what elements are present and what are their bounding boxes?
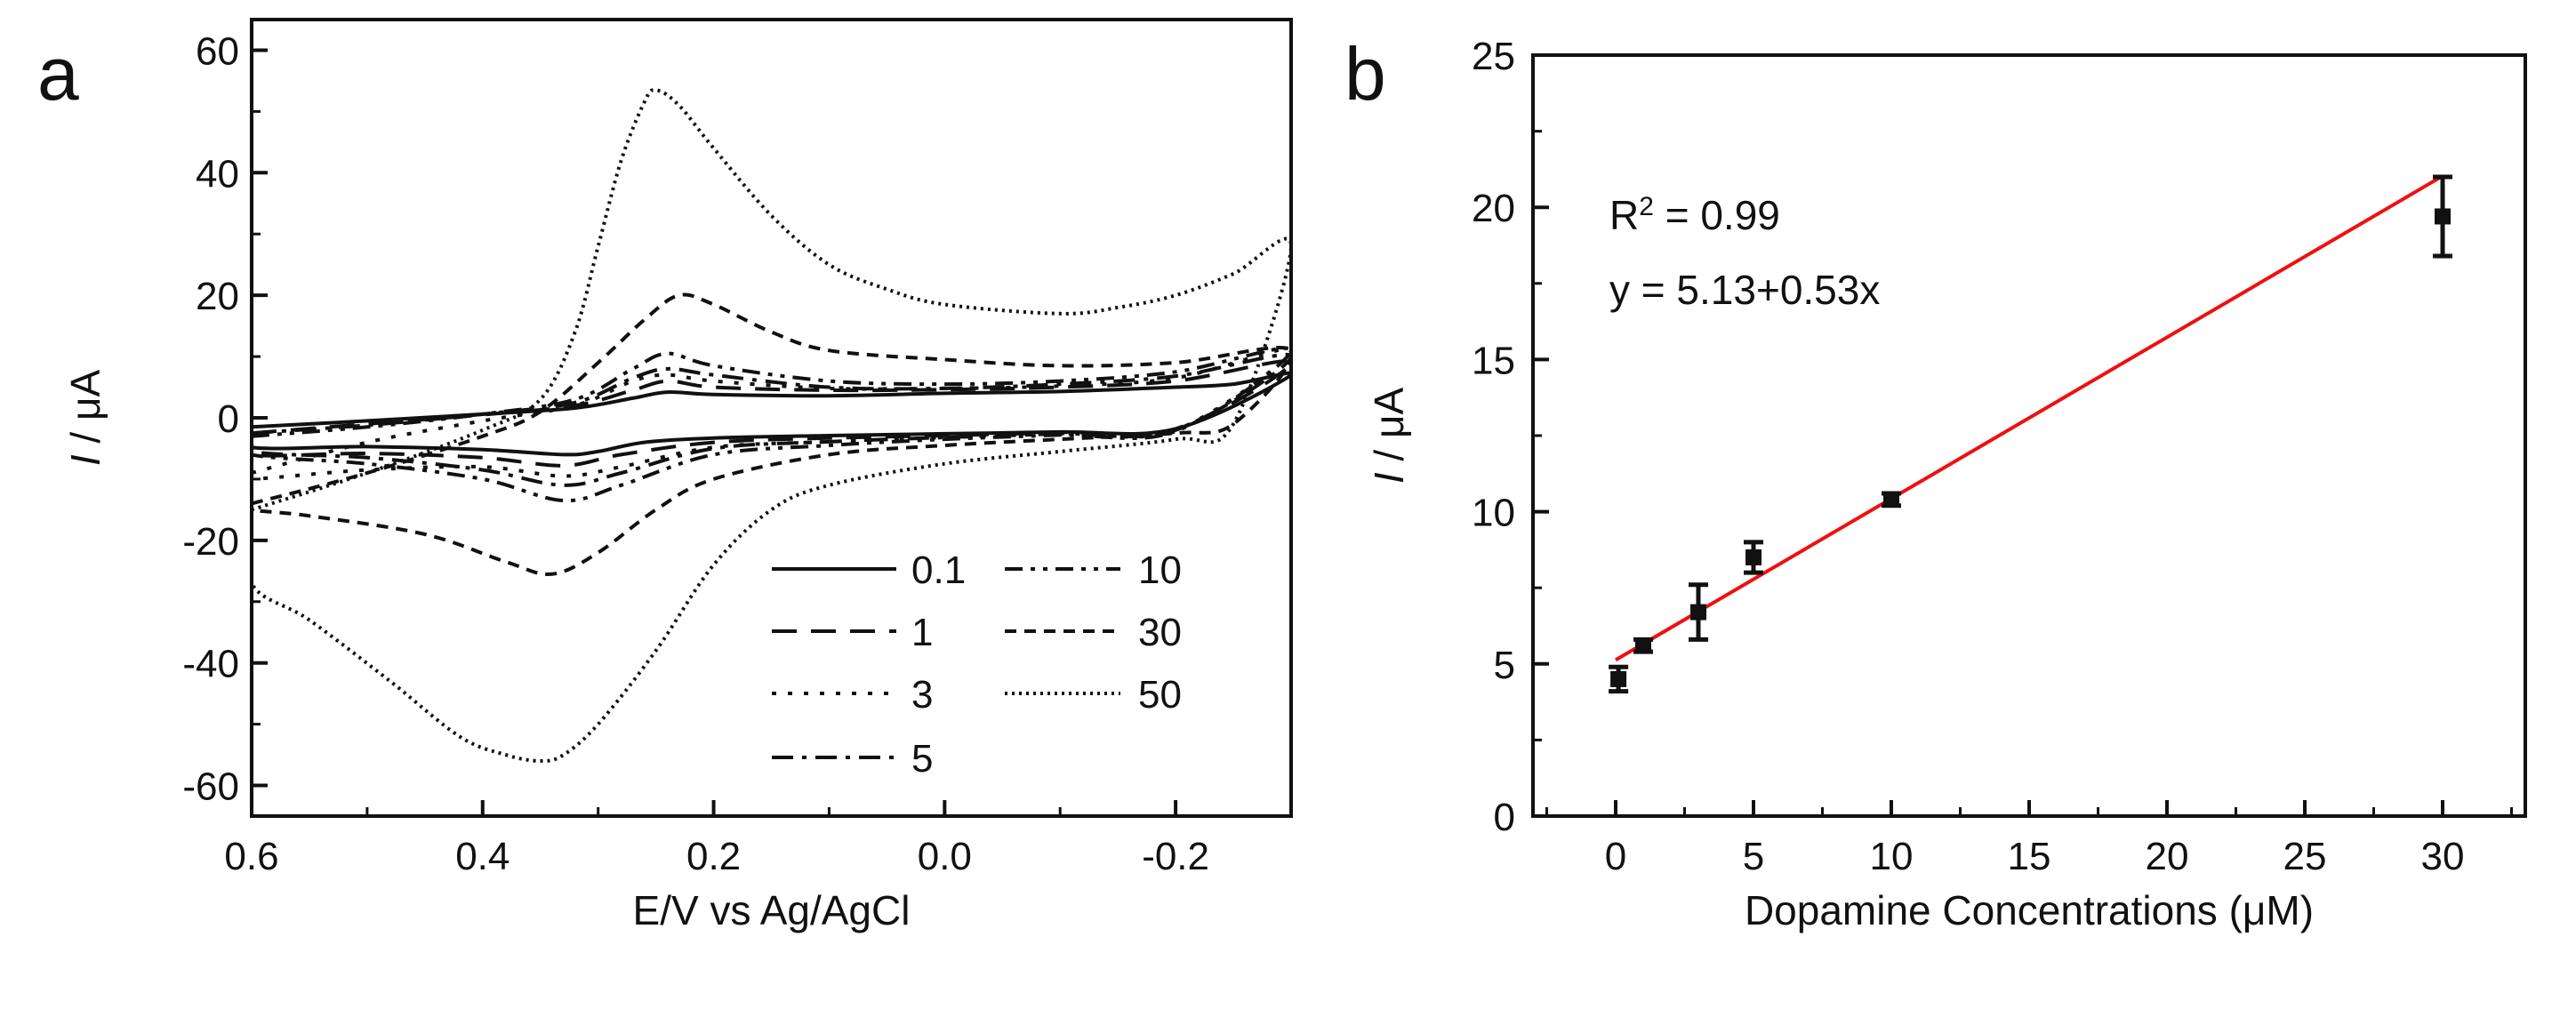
data-point	[1610, 670, 1627, 687]
panel-b-ticks: 0 5 10 15 20 25 30 0 5 10 15 20 25	[1472, 35, 2513, 878]
x-tick-label: 0	[1605, 835, 1626, 878]
data-point	[1745, 549, 1761, 565]
legend-label-3: 3	[911, 673, 933, 717]
y-tick-label: 20	[1472, 187, 1515, 230]
panel-b-chart: b 0 5 10 15 20 25 30 0 5 10 15 20 25 Dopamine Concen…	[1344, 32, 2527, 933]
legend-label-0.1: 0.1	[911, 549, 966, 592]
y-tick-label: 0	[1494, 796, 1515, 839]
y-tick-label: -20	[182, 520, 239, 564]
panel-b-plot-area	[1609, 174, 2452, 694]
panel-b-y-axis-label: I / μA	[1366, 388, 1412, 484]
y-tick-label: 15	[1472, 339, 1515, 382]
panel-b-r-squared-annotation: R2 = 0.99	[1609, 192, 1780, 239]
r2-symbol: R	[1609, 192, 1639, 238]
panel-b-y-axis-label-symbol: I	[1366, 472, 1412, 484]
y-tick-label: 0	[218, 397, 239, 441]
x-tick-label: 10	[1870, 835, 1914, 878]
cv-curve-10	[252, 346, 1291, 503]
x-tick-label: 25	[2283, 835, 2327, 878]
data-point	[1883, 491, 1899, 508]
panel-a-chart: a 0.6 0.4 0.2 0.0 -0.2 -60 -40 -20 0 20 40 60 E/V v…	[37, 18, 1293, 933]
x-tick-label: 0.0	[918, 835, 972, 878]
legend-label-10: 10	[1138, 549, 1182, 592]
x-tick-label: 5	[1743, 835, 1764, 878]
linear-fit-line	[1614, 174, 2444, 662]
y-tick-label: 5	[1494, 644, 1515, 687]
cv-curve-50	[252, 88, 1291, 764]
panel-a-ticks: 0.6 0.4 0.2 0.0 -0.2 -60 -40 -20 0 20 40 60	[182, 29, 1293, 878]
y-tick-label: -60	[182, 765, 239, 809]
legend-label-1: 1	[911, 611, 933, 654]
panel-a-y-axis-label: I / μA	[62, 370, 108, 467]
y-tick-label: 60	[196, 29, 239, 73]
x-tick-label: 15	[2008, 835, 2051, 878]
legend-label-5: 5	[911, 737, 933, 781]
panel-a-y-axis-label-unit: / μA	[62, 370, 108, 455]
x-tick-label: 0.6	[224, 835, 278, 878]
legend-label-50: 50	[1138, 673, 1182, 717]
x-tick-label: 30	[2421, 835, 2465, 878]
y-tick-label: 25	[1472, 35, 1515, 78]
panel-b-x-axis-label: Dopamine Concentrations (μM)	[1745, 887, 2314, 933]
cv-curve-30	[252, 292, 1291, 576]
x-tick-label: -0.2	[1142, 835, 1209, 878]
panel-b-y-axis-label-unit: / μA	[1366, 388, 1412, 473]
y-tick-label: 20	[196, 275, 239, 318]
y-tick-label: 10	[1472, 492, 1515, 535]
x-tick-label: 20	[2146, 835, 2189, 878]
panel-b-label: b	[1344, 32, 1386, 116]
panel-a-x-axis-label: E/V vs Ag/AgCl	[633, 887, 911, 933]
r2-value: = 0.99	[1654, 192, 1780, 238]
panel-a-label: a	[37, 32, 79, 116]
data-point	[1690, 604, 1706, 621]
data-point	[2435, 208, 2451, 225]
data-point	[1635, 637, 1651, 654]
x-tick-label: 0.2	[686, 835, 741, 878]
r2-superscript: 2	[1639, 192, 1654, 221]
x-tick-label: 0.4	[455, 835, 510, 878]
panel-a-y-axis-label-symbol: I	[62, 454, 108, 466]
panel-b-fit-equation: y = 5.13+0.53x	[1609, 267, 1880, 313]
cv-curve-1	[252, 359, 1291, 468]
y-tick-label: 40	[196, 152, 239, 196]
panel-a-legend: 0.1 1 3 5 10 30 50	[772, 549, 1182, 781]
y-tick-label: -40	[182, 643, 239, 686]
legend-label-30: 30	[1138, 611, 1182, 654]
